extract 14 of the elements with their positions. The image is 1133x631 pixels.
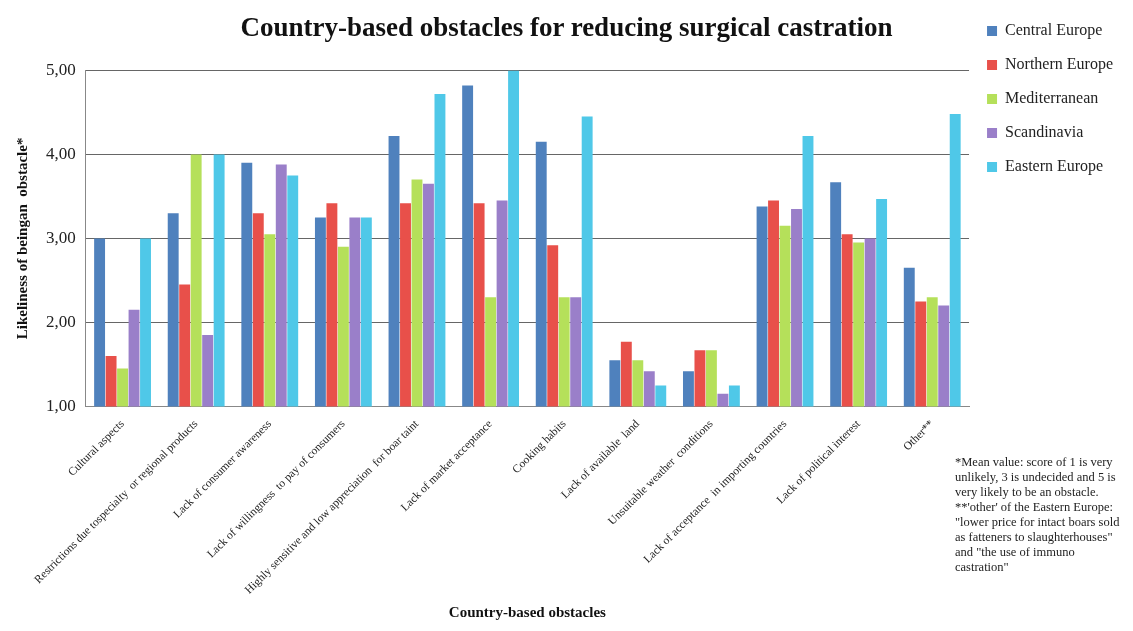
legend-label: Central Europe [1005, 21, 1103, 40]
y-axis-title: Likeliness of beingan obstacle* [13, 137, 30, 340]
y-tick-label: 1,00 [46, 395, 76, 415]
x-axis-title: Country-based obstacles [448, 603, 607, 620]
chart-title: Country-based obstacles for reducing surgical castration [240, 12, 893, 43]
y-tick-label: 2,00 [46, 311, 76, 331]
legend-label: Scandinavia [1005, 123, 1084, 141]
legend-label: Mediterranean [1005, 89, 1099, 107]
y-tick-label: 4,00 [46, 143, 76, 163]
legend-label: Eastern Europe [1005, 157, 1104, 176]
legend-label: Northern Europe [1005, 55, 1114, 74]
y-tick-label: 3,00 [46, 227, 76, 247]
text: *Mean value: score of 1 is very unlikely, 3 is undecided and 5 is very likely to be an obstacle. **'other' of the Eastern Europe: "lower price for intact boars sold as fatteners to slaughterhouses" and "the use of immuno castration" [955, 455, 1121, 575]
y-tick-label: 5,00 [46, 59, 76, 79]
